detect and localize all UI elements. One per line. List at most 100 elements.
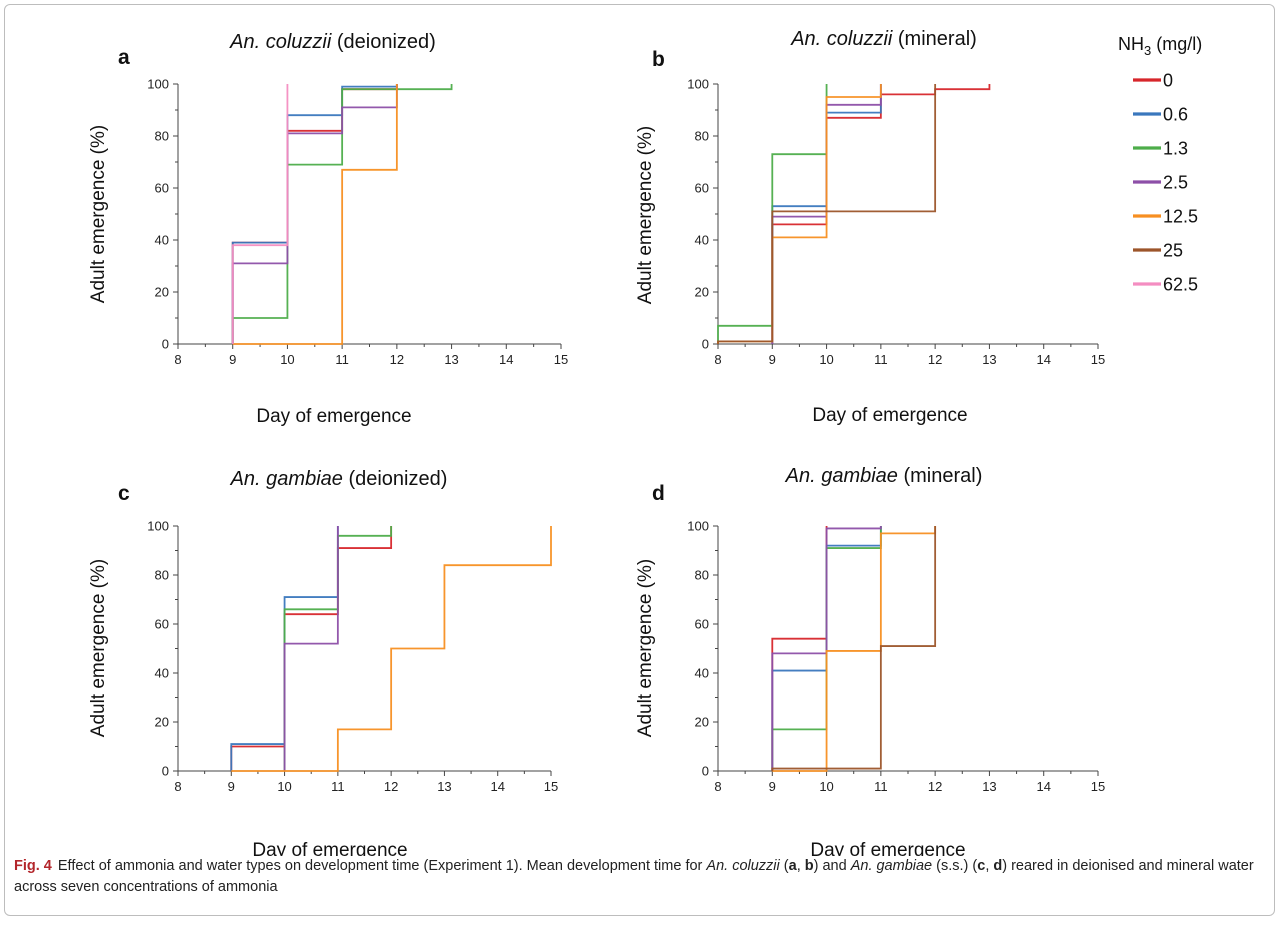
caption-text: Effect of ammonia and water types on dev… xyxy=(14,858,1254,895)
series-line-0 xyxy=(231,84,398,344)
series-line-12-5 xyxy=(717,84,882,344)
figure-caption: Fig. 4 Effect of ammonia and water types … xyxy=(14,856,1269,898)
x-axis-label: Day of emergence xyxy=(810,840,965,856)
y-tick-label: 40 xyxy=(695,666,709,681)
x-tick-label: 10 xyxy=(280,352,294,367)
y-tick-label: 60 xyxy=(695,181,709,196)
y-tick-label: 40 xyxy=(155,666,169,681)
x-tick-label: 8 xyxy=(714,779,721,794)
chart-title: An. gambiae (deionized) xyxy=(230,468,448,490)
figure-canvas: a An. coluzzii (deionized) 8 9 10 11 12 13 14 15 0… xyxy=(88,28,1202,856)
title-species: An. coluzzii xyxy=(790,28,893,50)
series-line-1-3 xyxy=(231,84,453,344)
x-tick-label: 9 xyxy=(769,352,776,367)
series-line-0 xyxy=(771,84,991,344)
x-tick-label: 13 xyxy=(982,779,996,794)
title-water: (mineral) xyxy=(892,28,976,50)
x-tick-label: 14 xyxy=(499,352,513,367)
x-axis-label: Day of emergence xyxy=(812,405,967,426)
y-tick-label: 60 xyxy=(155,181,169,196)
y-axis-label: Adult emergence (%) xyxy=(88,125,109,303)
legend-label: 62.5 xyxy=(1163,275,1198,295)
x-tick-label: 13 xyxy=(982,352,996,367)
y-axis-label: Adult emergence (%) xyxy=(635,559,656,737)
panel-letter: c xyxy=(118,482,130,505)
series-group xyxy=(231,84,453,345)
y-tick-label: 40 xyxy=(155,233,169,248)
title-water: (deionized) xyxy=(343,468,448,490)
title-species: An. coluzzii xyxy=(229,31,332,53)
y-tick-label: 20 xyxy=(695,715,709,730)
x-tick-label: 10 xyxy=(277,779,291,794)
y-axis-label: Adult emergence (%) xyxy=(635,126,656,304)
x-axis-label: Day of emergence xyxy=(252,840,407,856)
x-axis-label: Day of emergence xyxy=(256,406,411,427)
y-tick-label: 40 xyxy=(695,233,709,248)
x-tick-label: 15 xyxy=(544,779,558,794)
chart-panel-d: d An. gambiae (mineral) 8 9 10 11 12 13 14 15 0 20 4… xyxy=(635,465,1105,856)
y-axis-label: Adult emergence (%) xyxy=(88,559,109,737)
x-tick-label: 13 xyxy=(444,352,458,367)
title-water: (deionized) xyxy=(331,31,436,53)
series-line-12-5 xyxy=(232,84,398,345)
panel-letter: a xyxy=(118,46,130,69)
x-tick-label: 14 xyxy=(1036,779,1050,794)
figure-frame xyxy=(4,4,1275,916)
x-tick-label: 14 xyxy=(490,779,504,794)
x-tick-label: 12 xyxy=(928,352,942,367)
series-line-12-5 xyxy=(231,526,552,772)
series-line-2-5 xyxy=(771,526,882,771)
legend-label: 0.6 xyxy=(1163,105,1188,125)
title-water: (mineral) xyxy=(898,465,982,487)
chart-panel-a: a An. coluzzii (deionized) 8 9 10 11 12 13 14 15 0… xyxy=(88,31,568,427)
series-group xyxy=(771,526,937,772)
y-tick-label: 100 xyxy=(147,77,169,92)
x-tick-label: 9 xyxy=(229,352,236,367)
chart-panel-c: c An. gambiae (deionized) 8 9 10 11 12 13 14 15 0 2… xyxy=(88,468,558,856)
x-tick-label: 11 xyxy=(874,352,888,367)
x-tick-label: 11 xyxy=(335,352,349,367)
x-tick-label: 14 xyxy=(1036,352,1050,367)
legend-title-prefix: NH xyxy=(1118,34,1144,54)
y-tick-label: 60 xyxy=(155,617,169,632)
x-tick-label: 11 xyxy=(874,779,888,794)
y-tick-label: 20 xyxy=(695,285,709,300)
y-tick-label: 0 xyxy=(162,764,169,779)
y-tick-label: 80 xyxy=(695,129,709,144)
y-tick-label: 0 xyxy=(702,337,709,352)
y-tick-label: 60 xyxy=(695,617,709,632)
y-tick-label: 80 xyxy=(695,568,709,583)
chart-title: An. gambiae (mineral) xyxy=(785,465,983,487)
legend-label: 12.5 xyxy=(1163,207,1198,227)
x-tick-label: 8 xyxy=(174,352,181,367)
legend-title-suffix: (mg/l) xyxy=(1151,34,1202,54)
x-tick-label: 15 xyxy=(1091,352,1105,367)
series-line-2-5 xyxy=(283,526,339,771)
y-tick-label: 0 xyxy=(702,764,709,779)
series-group xyxy=(717,84,991,344)
series-group xyxy=(230,526,552,772)
figure-label: Fig. 4 xyxy=(14,858,52,874)
series-line-0-6 xyxy=(231,84,398,344)
y-tick-label: 20 xyxy=(155,715,169,730)
x-tick-label: 12 xyxy=(390,352,404,367)
series-line-25 xyxy=(771,526,937,771)
y-tick-label: 100 xyxy=(687,77,709,92)
x-tick-label: 13 xyxy=(437,779,451,794)
x-tick-label: 8 xyxy=(174,779,181,794)
x-tick-label: 10 xyxy=(819,779,833,794)
title-species: An. gambiae xyxy=(230,468,343,490)
y-tick-label: 100 xyxy=(687,519,709,534)
y-tick-label: 100 xyxy=(147,519,169,534)
y-tick-label: 80 xyxy=(155,129,169,144)
x-tick-label: 9 xyxy=(769,779,776,794)
x-tick-label: 15 xyxy=(554,352,568,367)
series-line-62-5 xyxy=(231,84,289,344)
y-tick-label: 0 xyxy=(162,337,169,352)
x-tick-label: 12 xyxy=(928,779,942,794)
legend: NH3 (mg/l) 0 0.6 1.3 2.5 12.5 25 62.5 xyxy=(1118,34,1202,295)
chart-title: An. coluzzii (mineral) xyxy=(790,28,977,50)
series-line-25 xyxy=(717,84,937,344)
panel-letter: b xyxy=(652,48,665,71)
y-tick-label: 80 xyxy=(155,568,169,583)
